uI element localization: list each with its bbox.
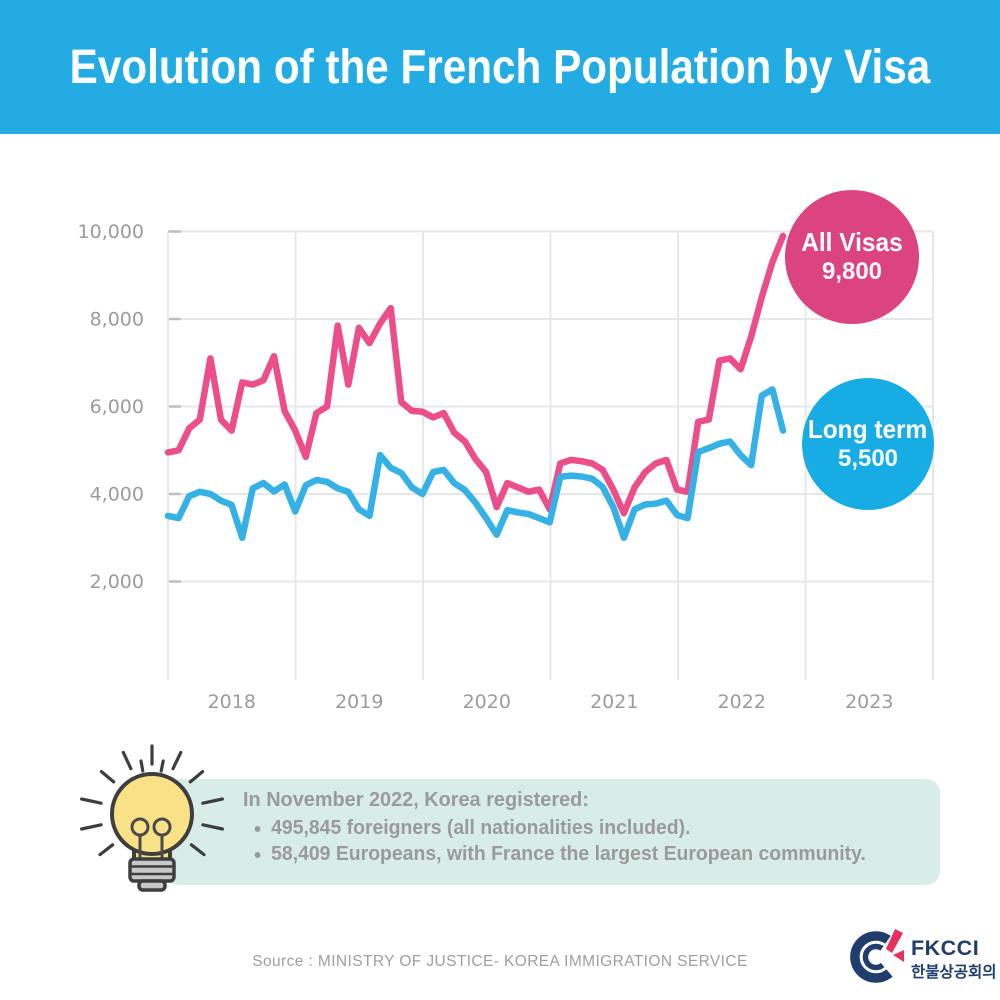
bullet-dot bbox=[254, 825, 261, 832]
bulb-base-tip bbox=[137, 879, 167, 892]
note-bullet-1-text: 495,845 foreigners (all nationalities in… bbox=[271, 817, 691, 839]
bulb-base bbox=[128, 857, 176, 883]
svg-text:6,000: 6,000 bbox=[90, 396, 144, 418]
svg-text:2,000: 2,000 bbox=[90, 571, 144, 593]
header-banner: Evolution of the French Population by Vi… bbox=[0, 0, 1000, 134]
svg-text:2023: 2023 bbox=[845, 691, 893, 713]
lightbulb-icon bbox=[80, 744, 224, 892]
note-bullet-2: 58,409 Europeans, with France the larges… bbox=[254, 843, 910, 866]
filament bbox=[130, 817, 172, 858]
page-title: Evolution of the French Population by Vi… bbox=[69, 40, 931, 94]
note-title: In November 2022, Korea registered: bbox=[243, 788, 589, 811]
bullet-dot bbox=[254, 851, 261, 858]
long-term-badge-value: 5,500 bbox=[837, 445, 899, 473]
long-term-badge: Long term 5,500 bbox=[802, 378, 934, 510]
fkcci-logo-mark bbox=[850, 929, 904, 983]
fkcci-logo: FKCCI 한불상공회의소 bbox=[840, 928, 1000, 995]
note-bullet-1: 495,845 foreigners (all nationalities in… bbox=[254, 817, 910, 840]
svg-text:2019: 2019 bbox=[335, 691, 383, 713]
fkcci-logo-korean: 한불상공회의소 bbox=[911, 962, 995, 981]
bulb-glass bbox=[110, 772, 194, 856]
svg-text:2021: 2021 bbox=[590, 691, 638, 713]
note-box: In November 2022, Korea registered: 495,… bbox=[165, 779, 940, 885]
line-chart: 10,000 8,000 6,000 4,000 2,000 2018 2019 2020 20… bbox=[78, 221, 934, 713]
svg-text:4,000: 4,000 bbox=[90, 484, 144, 506]
all-visas-badge-value: 9,800 bbox=[821, 258, 883, 286]
svg-text:8,000: 8,000 bbox=[90, 309, 144, 331]
note-bullet-2-text: 58,409 Europeans, with France the larges… bbox=[271, 843, 866, 865]
all-visas-badge-label: All Visas bbox=[801, 227, 903, 258]
source-text: Source : MINISTRY OF JUSTICE- KOREA IMMI… bbox=[252, 953, 748, 970]
all-visas-badge: All Visas 9,800 bbox=[785, 190, 919, 324]
light-rays bbox=[80, 744, 224, 857]
svg-text:10,000: 10,000 bbox=[78, 221, 144, 243]
svg-text:2020: 2020 bbox=[463, 691, 511, 713]
svg-text:2022: 2022 bbox=[718, 691, 766, 713]
fkcci-logo-text: FKCCI bbox=[911, 936, 979, 960]
fkcci-logo-graphic: FKCCI 한불상공회의소 bbox=[850, 929, 1000, 983]
svg-text:2018: 2018 bbox=[208, 691, 256, 713]
long-term-badge-label: Long term bbox=[808, 414, 928, 445]
